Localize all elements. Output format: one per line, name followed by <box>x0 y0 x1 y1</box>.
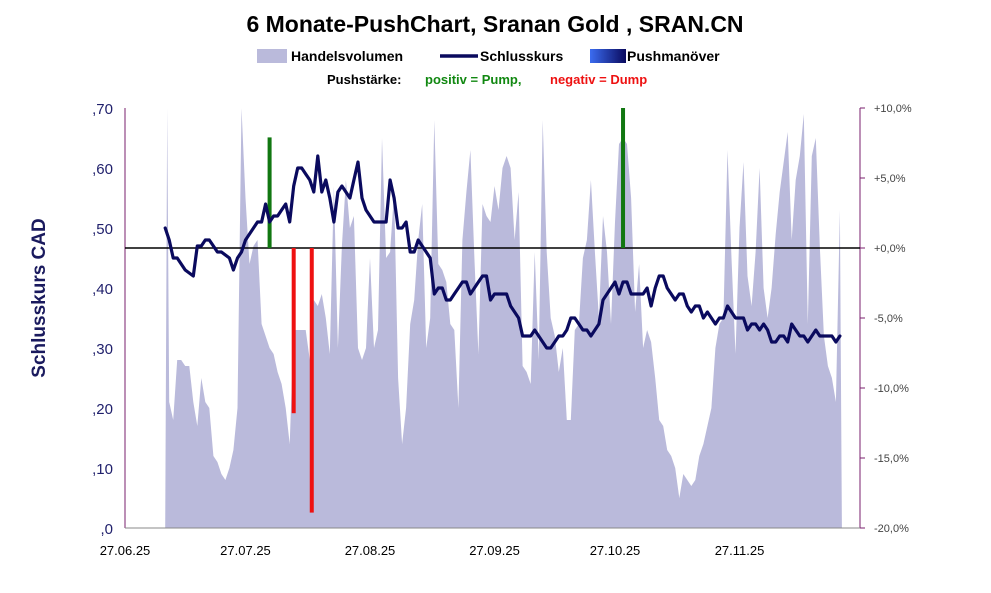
x-tick-label: 27.09.25 <box>469 543 520 558</box>
chart-title: 6 Monate-PushChart, Sranan Gold , SRAN.C… <box>246 11 743 37</box>
y2-tick-label: +5,0% <box>874 173 906 185</box>
x-tick-label: 27.06.25 <box>100 543 151 558</box>
pump-bar <box>267 137 272 248</box>
legend-push-swatch <box>590 49 626 63</box>
legend: Handelsvolumen Schlusskurs Pushmanöver <box>257 48 720 64</box>
y2-tick-label: -20,0% <box>874 523 909 535</box>
y-tick-label: ,10 <box>92 461 113 478</box>
push-strength-positive: positiv = Pump, <box>425 72 521 87</box>
push-strength-legend: Pushstärke: positiv = Pump, negativ = Du… <box>327 72 647 87</box>
y2-tick-label: +0,0% <box>874 243 906 255</box>
push-strength-label: Pushstärke: <box>327 72 401 87</box>
y-tick-label: ,50 <box>92 221 113 238</box>
y-tick-label: ,60 <box>92 161 113 178</box>
y-tick-label: ,40 <box>92 281 113 298</box>
legend-volume-label: Handelsvolumen <box>291 48 403 64</box>
y2-tick-labels: -20,0% -15,0% -10,0% -5,0% +0,0% +5,0% +10,0% <box>860 103 912 535</box>
y2-tick-label: -5,0% <box>874 313 903 325</box>
x-tick-labels: 27.06.25 27.07.25 27.08.25 27.09.25 27.10.25… <box>100 543 765 558</box>
push-strength-negative: negativ = Dump <box>550 72 647 87</box>
pump-bar <box>621 108 626 248</box>
legend-volume-swatch <box>257 49 287 63</box>
y-tick-label: ,30 <box>92 341 113 358</box>
legend-push-label: Pushmanöver <box>627 48 720 64</box>
dump-bar <box>309 248 314 513</box>
y-tick-label: ,20 <box>92 401 113 418</box>
x-tick-label: 27.10.25 <box>590 543 641 558</box>
dump-bar <box>291 248 296 414</box>
y-tick-labels: ,0 ,10 ,20 ,30 ,40 ,50 ,60 ,70 <box>92 101 113 538</box>
push-bars-group <box>267 108 626 513</box>
x-tick-label: 27.07.25 <box>220 543 271 558</box>
close-line-group <box>163 154 842 350</box>
y2-tick-label: +10,0% <box>874 103 912 115</box>
y-tick-label: ,0 <box>100 521 113 538</box>
y2-tick-label: -15,0% <box>874 453 909 465</box>
y2-tick-label: -10,0% <box>874 383 909 395</box>
x-tick-label: 27.11.25 <box>715 543 765 558</box>
y-tick-label: ,70 <box>92 101 113 118</box>
close-price-line <box>163 154 842 350</box>
legend-close-label: Schlusskurs <box>480 48 563 64</box>
x-tick-label: 27.08.25 <box>345 543 396 558</box>
y-axis-label: Schlusskurs CAD <box>29 218 50 377</box>
